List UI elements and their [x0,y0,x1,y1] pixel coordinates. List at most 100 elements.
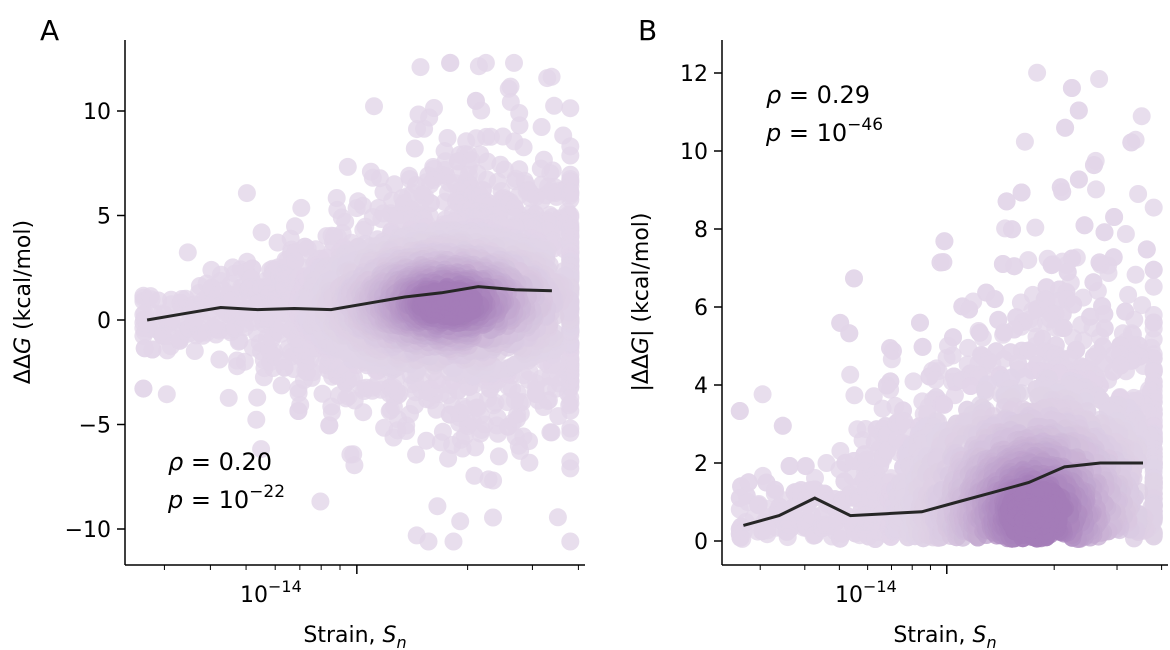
scatter-point [489,447,508,466]
scatter-point [561,99,580,118]
y-tick-label: −10 [65,518,111,543]
scatter-point [561,419,580,438]
scatter-point [514,138,533,157]
scatter-point [157,385,176,404]
scatter-point [845,386,864,405]
scatter-point [997,192,1016,211]
scatter-point [561,452,580,471]
scatter-point [370,169,389,188]
scatter-point [1095,223,1114,242]
scatter-point [1116,225,1135,243]
scatter-point [344,445,363,464]
scatter-point [973,328,992,347]
scatter-point [1090,70,1109,88]
scatter-point [960,300,979,319]
x-ticks-a [163,565,579,574]
x-axis-label-a: Strain, Sn [303,623,406,650]
scatter-point [1015,132,1034,151]
scatter-point [1085,156,1103,175]
scatter-point [934,253,953,272]
scatter-point [1005,257,1024,276]
scatter-point [780,457,799,475]
scatter-point [237,184,256,203]
scatter-point [411,58,430,77]
scatter-point [730,402,749,420]
scatter-point [479,470,498,489]
scatter-point [926,371,945,389]
scatter-point [134,379,153,398]
scatter-point [1003,220,1021,239]
scatter-point [372,210,391,228]
scatter-point [935,395,954,414]
scatter-point [433,422,452,441]
scatter-point [1144,260,1163,279]
scatter-point [1129,185,1148,203]
scatter-point [985,290,1004,309]
x-tick-label-a: 10−14 [240,577,302,608]
scatter-point [451,512,470,531]
scatter-point [753,385,772,404]
scatter-point [235,352,254,371]
scatter-point [313,384,332,403]
scatter-point [1132,107,1151,126]
scatter-point [911,313,929,332]
scatter-point [272,376,291,395]
scatter-point [561,532,580,551]
scatter-point [1144,198,1163,217]
scatter-point [881,380,900,399]
scatter-point [407,526,426,545]
scatter-point [943,346,962,365]
scatter-point [428,497,447,516]
scatter-point [484,508,502,527]
scatter-point [178,243,197,262]
scatter-point [354,221,373,239]
scatter-point [1053,182,1072,201]
scatter-point [248,388,267,407]
scatter-point [904,372,923,391]
scatter-point [408,120,426,139]
scatter-point [505,53,523,72]
y-tick-label: 10 [83,100,111,125]
scatter-point [365,97,383,116]
scatter-point [1026,218,1045,237]
scatter-point [561,146,580,165]
scatter-point [913,337,932,356]
scatter-point [548,508,567,527]
scatter-point [845,269,863,288]
scatter-point [1087,180,1105,199]
scatter-point [339,387,358,406]
scatter-point [247,410,266,429]
scatter-point [252,223,271,242]
p-annotation-a: p = 10−22 [167,482,285,514]
scatter-point [532,118,551,136]
scatter-point [407,445,426,464]
scatter-point [311,492,330,511]
scatter-point [210,350,229,369]
panel-label-a: A [40,14,59,47]
scatter-point [347,199,366,218]
scatter-point [444,532,463,551]
scatter-point [1056,118,1075,137]
scatter-point [1042,256,1061,275]
scatter-point [1144,277,1163,296]
scatter-point [841,365,860,384]
scatter-point [1122,133,1141,152]
scatter-point [1012,183,1031,202]
scatter-point [499,79,518,98]
scatter-point [994,325,1013,344]
scatter-point [882,350,901,369]
scatter-point [469,57,488,76]
scatter-point [292,198,311,217]
scatter-point [935,232,954,251]
scatter-point [1069,170,1088,189]
scatter-point [1126,265,1145,284]
y-axis-label-a: ΔΔG (kcal/mol) [11,220,36,384]
scatter-point [1062,79,1081,97]
scatter-point [466,438,485,457]
scatter-point [1069,101,1088,120]
scatter-point [510,116,529,135]
scatter-point [545,96,564,115]
scatter-point [840,324,859,343]
